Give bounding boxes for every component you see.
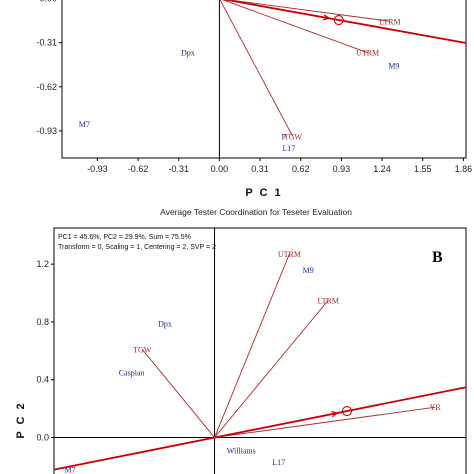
panel-b-genotype-label-m9: M9 — [303, 266, 314, 275]
panel-a-genotype-label-m9: M9 — [388, 61, 399, 70]
panel-a-env-label-tgw: TGW — [284, 133, 303, 142]
panel-a-axes — [218, 0, 220, 158]
panel-a-ate-arrowhead — [322, 14, 331, 21]
panel-b-plot-area — [53, 227, 467, 474]
panel-a-x-tick-label: 0.00 — [211, 164, 229, 174]
panel-b-genotype-label-williams: Williams — [227, 447, 256, 456]
panel-a-marks: LTRM UTRM TGW Dpx M9 M7 L17 P — [79, 0, 467, 153]
panel-a-x-tick-label: 0.93 — [333, 164, 351, 174]
panel-b-y-tick-label: 1.2 — [36, 259, 49, 269]
panel-b-env-vector-ltrm — [214, 299, 329, 438]
panel-a-ticks: -0.93 -0.62 -0.31 0.00 0.31 0.62 0.93 1.24 1.55 1… — [36, 0, 472, 174]
panel-a: -0.93 -0.62 -0.31 0.00 0.31 0.62 0.93 1.24 1.55 1… — [36, 0, 472, 199]
panel-b-env-label-ltrm: LTRM — [317, 296, 339, 305]
panel-b-env-label-utrm: UTRM — [278, 250, 301, 259]
panel-a-env-vector-ltrm — [226, 0, 390, 22]
panel-a-ate-axis-line — [222, 0, 467, 44]
panel-b-genotype-label-dpx: Dpx — [158, 319, 172, 328]
panel-b-marks: UTRM LTRM TGW YR M9 Dpx Caspian Williams L17 M7 — [53, 250, 467, 474]
panel-b-y-axis-title: P C 2 — [15, 401, 27, 438]
figure-title: Average Tester Coordination for Teseter … — [160, 207, 352, 217]
panel-a-x-tick-label: 0.62 — [292, 164, 310, 174]
panel-a-x-tick-label: -0.31 — [168, 164, 189, 174]
panel-a-env-label-ltrm: LTRM — [379, 17, 401, 26]
panel-a-x-tick-label: 1.24 — [373, 164, 391, 174]
panel-b-y-tick-label: 0.8 — [36, 317, 49, 327]
panel-b-ate-axis-line — [53, 386, 467, 471]
panel-a-env-vector-utrm — [222, 0, 368, 54]
panel-a-y-tick-label: 0.00 — [39, 0, 57, 4]
panel-a-genotype-label-dpx: Dpx — [181, 49, 195, 58]
panel-a-x-tick-label: -0.62 — [128, 164, 149, 174]
panel-b-env-vector-tgw — [141, 349, 215, 438]
panel-a-x-tick-label: 0.31 — [251, 164, 269, 174]
panel-a-env-vector-tgw — [219, 0, 294, 137]
panel-a-genotype-label-m7: M7 — [79, 120, 90, 129]
panel-a-ate-circle — [333, 14, 344, 26]
panel-b-env-vector-yr — [214, 406, 436, 438]
panel-a-x-tick-label: 1.55 — [414, 164, 432, 174]
panel-a-x-tick-label: -0.93 — [87, 164, 108, 174]
panel-a-plot-area — [61, 0, 467, 159]
panel-b-letter: B — [432, 249, 443, 266]
panel-b-ate-arrowhead — [331, 410, 339, 418]
panel-b-y-tick-label: 0.4 — [36, 375, 49, 385]
panel-b-genotype-label-caspian: Caspian — [119, 369, 145, 378]
panel-a-y-tick-label: -0.62 — [36, 82, 57, 92]
panel-a-genotype-label-p: P — [281, 133, 286, 142]
panel-a-y-tick-label: -0.31 — [36, 38, 57, 48]
panel-b-ticks: 1.2 0.8 0.4 0.0 — [36, 259, 54, 443]
panel-b-genotype-label-m7: M7 — [64, 465, 75, 474]
panel-b-y-tick-label: 0.0 — [36, 433, 49, 443]
panel-a-genotype-label-l17: L17 — [282, 144, 295, 153]
panel-a-x-axis-title: P C 1 — [245, 187, 282, 199]
panel-a-x-tick-label: 1.86 — [455, 164, 473, 174]
panel-b-ate-circle — [341, 406, 352, 417]
panel-b-env-label-yr: YR — [430, 403, 442, 412]
panel-a-y-tick-label: -0.93 — [36, 126, 57, 136]
panel-b-env-label-tgw: TGW — [133, 345, 152, 354]
panel-a-env-label-utrm: UTRM — [356, 49, 379, 58]
panel-b-genotype-label-l17: L17 — [272, 458, 285, 467]
panel-b-axes — [54, 228, 466, 474]
panel-b-env-vector-utrm — [214, 253, 290, 438]
panel-b-stats-line-1: PC1 = 45.6%, PC2 = 29.9%, Sum = 75.5% — [58, 234, 191, 241]
panel-b-stats-line-2: Transform = 0, Scaling = 1, Centering = … — [58, 244, 216, 251]
panel-b: PC1 = 45.6%, PC2 = 29.9%, Sum = 75.5% Tr… — [15, 227, 467, 474]
